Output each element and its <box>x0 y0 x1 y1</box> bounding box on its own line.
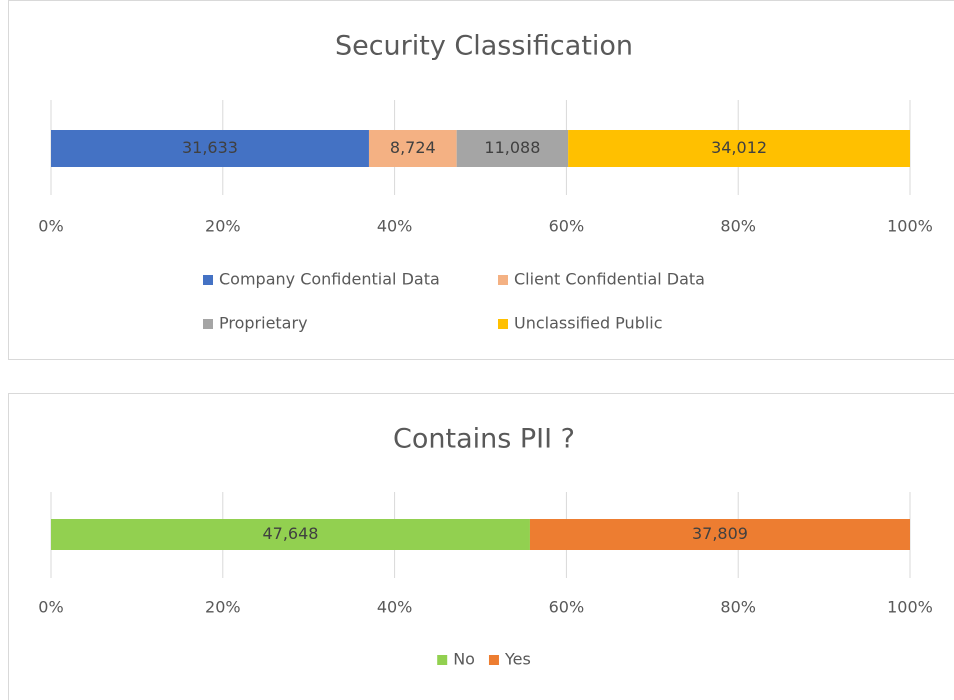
data-label: 8,724 <box>390 138 436 157</box>
legend-swatch <box>203 275 213 285</box>
panel <box>8 0 954 360</box>
legend-label: Proprietary <box>219 314 308 333</box>
bar-segment <box>51 519 530 550</box>
bar-segment <box>51 130 369 167</box>
legend-label: Company Confidential Data <box>219 270 440 289</box>
data-label: 37,809 <box>692 524 748 543</box>
bar-segment <box>568 130 910 167</box>
legend-swatch <box>498 275 508 285</box>
bar-segment <box>456 130 569 167</box>
legend-label: No <box>453 650 475 669</box>
data-label: 11,088 <box>484 138 540 157</box>
chart-title: Security Classification <box>335 31 633 62</box>
x-tick-label: 20% <box>205 598 241 617</box>
x-tick-label: 80% <box>720 217 756 236</box>
data-label: 34,012 <box>711 138 767 157</box>
x-tick-label: 100% <box>887 598 933 617</box>
data-label: 31,633 <box>182 138 238 157</box>
data-label: 47,648 <box>262 524 318 543</box>
legend-swatch <box>437 655 448 665</box>
x-tick-label: 40% <box>377 598 413 617</box>
x-tick-label: 20% <box>205 217 241 236</box>
bar-segment <box>529 519 910 550</box>
x-tick-label: 60% <box>549 598 585 617</box>
legend-label: Client Confidential Data <box>514 270 705 289</box>
x-tick-label: 60% <box>549 217 585 236</box>
legend-label: Yes <box>504 650 531 669</box>
legend-swatch <box>488 655 499 665</box>
legend-label: Unclassified Public <box>514 314 663 333</box>
bar-segment <box>368 130 457 167</box>
x-tick-label: 80% <box>720 598 756 617</box>
x-tick-label: 100% <box>887 217 933 236</box>
legend-swatch <box>203 319 213 329</box>
x-tick-label: 40% <box>377 217 413 236</box>
x-tick-label: 0% <box>38 217 63 236</box>
x-tick-label: 0% <box>38 598 63 617</box>
chart-title: Contains PII ? <box>393 424 575 455</box>
legend-swatch <box>498 319 508 329</box>
